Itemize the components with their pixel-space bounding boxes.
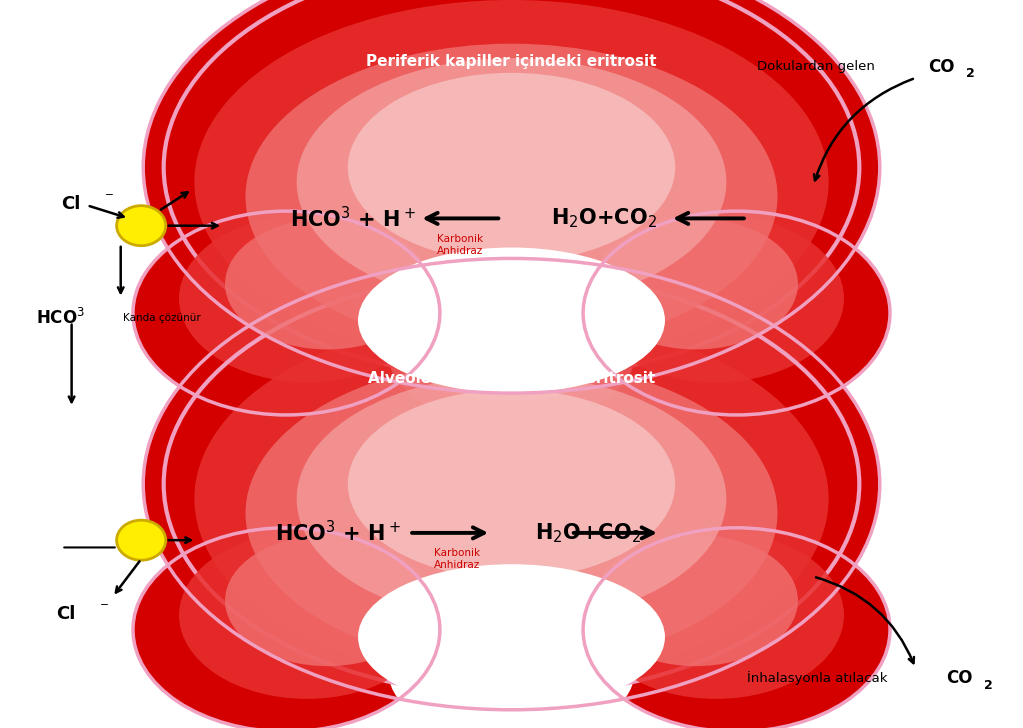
- Ellipse shape: [593, 218, 798, 349]
- Ellipse shape: [179, 215, 435, 382]
- Ellipse shape: [133, 211, 440, 415]
- Ellipse shape: [225, 535, 430, 666]
- Text: HCO$^3$ + H$^+$: HCO$^3$ + H$^+$: [275, 521, 400, 545]
- Text: Periferik kapiller içindeki eritrosit: Periferik kapiller içindeki eritrosit: [366, 55, 657, 69]
- Text: $^-$: $^-$: [102, 191, 115, 206]
- Ellipse shape: [358, 564, 665, 710]
- Text: $^-$: $^-$: [97, 601, 109, 616]
- Text: Dokulardan gelen: Dokulardan gelen: [757, 60, 879, 74]
- Text: HCO$^3$ + H$^+$: HCO$^3$ + H$^+$: [291, 206, 415, 231]
- Ellipse shape: [348, 389, 675, 579]
- Ellipse shape: [588, 215, 844, 382]
- Ellipse shape: [389, 608, 634, 728]
- Ellipse shape: [246, 360, 777, 666]
- Ellipse shape: [593, 535, 798, 666]
- Ellipse shape: [399, 601, 624, 717]
- Text: Alveoler kapiller içindeki eritrosit: Alveoler kapiller içindeki eritrosit: [368, 371, 655, 386]
- Ellipse shape: [399, 284, 624, 400]
- Ellipse shape: [143, 258, 880, 710]
- Text: H$_2$O+CO$_2$: H$_2$O+CO$_2$: [550, 207, 657, 230]
- Text: Karbonik
Anhidraz: Karbonik Anhidraz: [434, 548, 481, 570]
- Text: H$_2$O+CO$_2$: H$_2$O+CO$_2$: [535, 521, 641, 545]
- Ellipse shape: [409, 601, 614, 703]
- Ellipse shape: [358, 248, 665, 393]
- Ellipse shape: [143, 0, 880, 393]
- Ellipse shape: [348, 73, 675, 262]
- Text: Cl: Cl: [56, 605, 76, 622]
- Ellipse shape: [588, 531, 844, 699]
- Text: Karbonik
Anhidraz: Karbonik Anhidraz: [437, 234, 484, 256]
- Text: Kanda çözünür: Kanda çözünür: [123, 313, 201, 323]
- Ellipse shape: [297, 58, 726, 306]
- Text: CO: CO: [928, 58, 954, 76]
- Text: İnhalasyonla atılacak: İnhalasyonla atılacak: [747, 671, 891, 686]
- Ellipse shape: [133, 528, 440, 728]
- Ellipse shape: [117, 206, 166, 246]
- Ellipse shape: [583, 211, 890, 415]
- Text: 2: 2: [984, 678, 993, 692]
- Ellipse shape: [179, 531, 435, 699]
- Ellipse shape: [194, 317, 829, 681]
- Ellipse shape: [297, 375, 726, 622]
- Ellipse shape: [225, 218, 430, 349]
- Ellipse shape: [389, 291, 634, 422]
- Ellipse shape: [409, 284, 614, 386]
- Ellipse shape: [117, 520, 166, 561]
- Text: CO: CO: [946, 670, 973, 687]
- Ellipse shape: [583, 528, 890, 728]
- Text: HCO$^3$: HCO$^3$: [36, 308, 85, 328]
- Ellipse shape: [194, 0, 829, 364]
- Ellipse shape: [246, 44, 777, 349]
- Text: Cl: Cl: [61, 195, 81, 213]
- Text: 2: 2: [966, 67, 975, 80]
